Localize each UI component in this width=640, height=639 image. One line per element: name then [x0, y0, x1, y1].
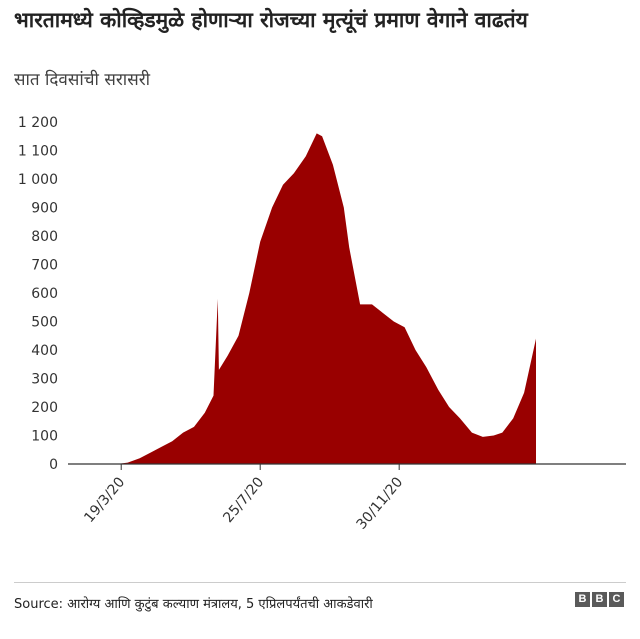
x-tick-label: 25/7/20 [220, 474, 267, 526]
deaths-area [116, 133, 537, 464]
bbc-logo-b2: B [592, 592, 607, 607]
y-tick-label: 300 [31, 372, 58, 388]
bbc-logo-c: C [609, 592, 624, 607]
y-tick-label: 0 [49, 457, 58, 473]
footer-divider [14, 582, 626, 583]
y-tick-label: 100 [31, 429, 58, 445]
y-tick-label: 1 000 [18, 172, 58, 188]
bbc-logo-b1: B [575, 592, 590, 607]
y-tick-label: 1 100 [18, 144, 58, 160]
y-tick-label: 200 [31, 400, 58, 416]
chart-subtitle: सात दिवसांची सरासरी [14, 70, 151, 90]
y-tick-label: 700 [31, 258, 58, 274]
chart-svg: 0 100 200 300 400 500 600 700 800 900 1 000 1 100 1 … [18, 115, 626, 533]
y-tick-label: 400 [31, 343, 58, 359]
y-tick-label: 600 [31, 286, 58, 302]
chart-title: भारतामध्ये कोव्हिडमुळे होणाऱ्या रोजच्या … [14, 8, 528, 32]
x-tick-label: 30/11/20 [354, 474, 407, 532]
y-tick-label: 500 [31, 315, 58, 331]
x-tick-label: 19/3/20 [81, 474, 128, 526]
y-tick-label: 800 [31, 229, 58, 245]
y-tick-label: 1 200 [18, 115, 58, 131]
source-note: Source: आरोग्य आणि कुटुंब कल्याण मंत्राल… [14, 597, 373, 612]
bbc-logo: B B C [575, 592, 624, 607]
y-tick-label: 900 [31, 201, 58, 217]
